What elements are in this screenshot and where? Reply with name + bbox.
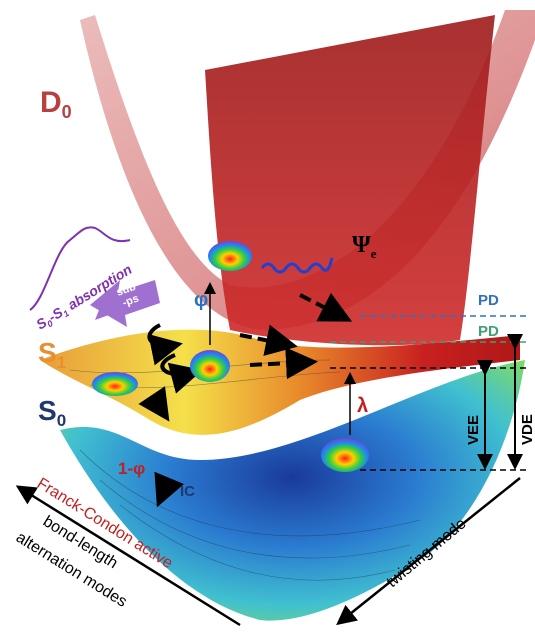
s0-sub: 0 bbox=[57, 411, 66, 430]
wavepacket bbox=[92, 372, 138, 396]
psi-symbol: Ψ bbox=[352, 232, 371, 258]
s0-symbol: S bbox=[38, 395, 57, 426]
vee-label: VEE bbox=[465, 415, 482, 445]
s1-label: S1 bbox=[38, 337, 66, 372]
psi-sub: e bbox=[371, 246, 377, 261]
s1-symbol: S bbox=[38, 337, 57, 368]
wavepacket bbox=[321, 438, 369, 472]
d0-surface-front bbox=[205, 15, 495, 345]
ic-label: IC bbox=[180, 483, 195, 500]
d0-sub: 0 bbox=[62, 102, 72, 122]
s0-label: S0 bbox=[38, 395, 66, 430]
phi-label: φ bbox=[194, 289, 208, 311]
wavepacket bbox=[208, 241, 252, 271]
s1-sub: 1 bbox=[57, 353, 66, 372]
wavepacket bbox=[190, 350, 230, 382]
diagram: D0 S1 S0 S0-S1 absorption sub-ps Ψe φ PD… bbox=[0, 0, 535, 641]
d0-symbol: D bbox=[40, 86, 62, 119]
pd-upper: PD bbox=[478, 292, 499, 309]
vde-label: VDE bbox=[519, 414, 535, 445]
pd-lower: PD bbox=[478, 323, 499, 340]
one-minus-phi: 1-φ bbox=[118, 459, 145, 478]
lambda-label: λ bbox=[357, 395, 368, 417]
d0-label: D0 bbox=[40, 86, 72, 122]
